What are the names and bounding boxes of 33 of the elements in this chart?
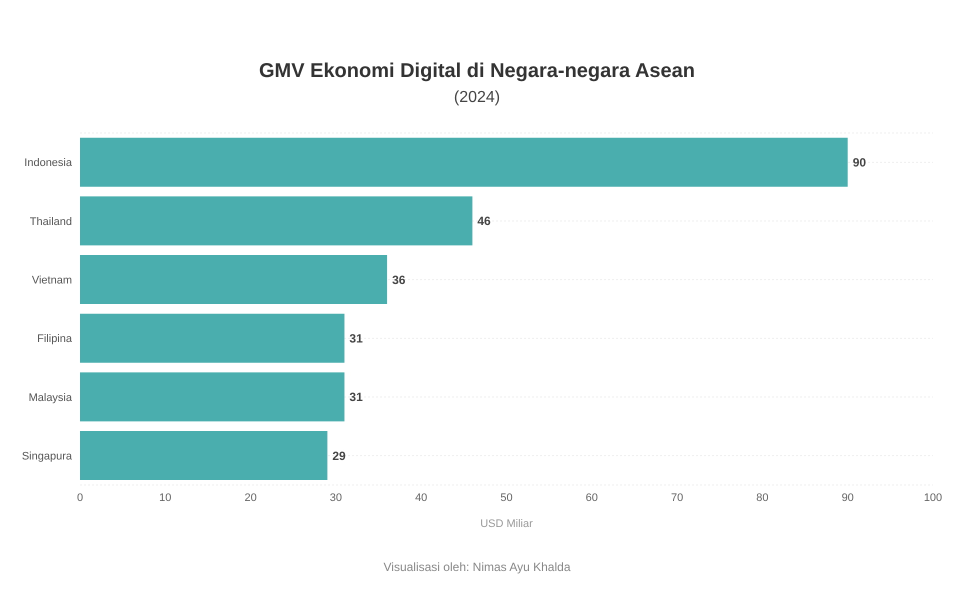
x-tick-label: 90 (842, 492, 854, 504)
data-label: 31 (349, 390, 364, 404)
data-label: 31 (349, 331, 364, 346)
x-tick-label: 10 (159, 492, 172, 504)
x-tick-label: 60 (586, 492, 598, 504)
y-tick-label: Vietnam (32, 274, 72, 287)
x-tick-label: 80 (756, 492, 769, 504)
data-label: 29 (332, 448, 346, 463)
text: Visualisasi oleh: Nimas Ayu Khalda (382, 560, 572, 574)
x-tick-label: 40 (415, 492, 428, 504)
x-tick-label: 50 (500, 492, 513, 504)
y-tick-label: Singapura (22, 450, 73, 463)
x-tick-label: 20 (244, 492, 257, 504)
chart-title: GMV Ekonomi Digital di Negara-negara Asean (258, 60, 696, 83)
data-label: 90 (852, 155, 866, 170)
x-tick-label: 100 (924, 492, 942, 504)
y-tick-label: Filipina (37, 333, 73, 346)
bar (80, 314, 344, 363)
bar (80, 255, 388, 304)
chart-subtitle: (2024) (452, 89, 502, 107)
x-axis-title: USD Miliar (480, 518, 534, 530)
bar (80, 138, 848, 187)
y-tick-label: Indonesia (24, 157, 73, 170)
x-tick-label: 70 (670, 492, 684, 504)
y-tick-label: Malaysia (28, 392, 73, 404)
data-label: 46 (477, 214, 492, 228)
data-label: 36 (392, 272, 406, 287)
x-tick-label: 30 (330, 492, 342, 504)
x-tick-label: 0 (76, 492, 84, 504)
bar (80, 196, 472, 246)
bar (80, 431, 328, 480)
bar (80, 372, 344, 422)
y-tick-label: Thailand (30, 216, 72, 228)
